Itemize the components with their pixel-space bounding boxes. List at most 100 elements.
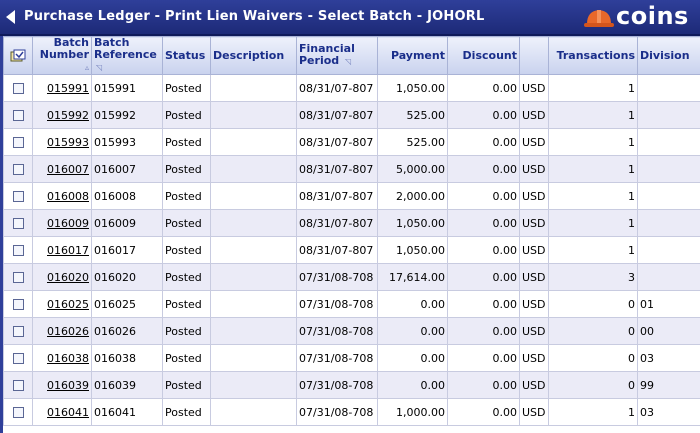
status-cell: Posted [162, 398, 211, 426]
status-header[interactable]: Status [162, 36, 211, 75]
payment-cell: 2,000.00 [377, 182, 448, 210]
table-row[interactable]: 016009 016009 Posted 08/31/07-807 1,050.00 0.… [3, 209, 700, 237]
discount-cell: 0.00 [447, 290, 520, 318]
sort-asc-icon[interactable]: ▵ [84, 63, 89, 72]
row-checkbox[interactable] [12, 164, 24, 175]
financial-period-cell: 07/31/08-708 [296, 371, 378, 399]
batch-number-link[interactable]: 016026 [47, 324, 89, 338]
batch-number-link[interactable]: 015992 [47, 108, 89, 122]
financial-period-cell: 08/31/07-807 [296, 209, 378, 237]
batch-number-cell: 016041 [32, 398, 92, 426]
batch-number-link[interactable]: 016020 [47, 270, 89, 284]
payment-header[interactable]: Payment [377, 36, 448, 75]
financial-period-header[interactable]: Financial Period ◹ [296, 36, 378, 75]
description-cell [210, 236, 297, 264]
batch-reference-header[interactable]: Batch Reference ◹ [91, 36, 163, 75]
transactions-cell: 1 [548, 236, 638, 264]
table-row[interactable]: 016025 016025 Posted 07/31/08-708 0.00 0.00 US… [3, 290, 700, 318]
table-row[interactable]: 016026 016026 Posted 07/31/08-708 0.00 0.00 US… [3, 317, 700, 345]
select-column-header[interactable] [3, 36, 33, 75]
row-select-cell [3, 236, 33, 264]
row-select-cell [3, 128, 33, 156]
discount-cell: 0.00 [447, 398, 520, 426]
description-cell [210, 398, 297, 426]
transactions-header[interactable]: Transactions [548, 36, 638, 75]
select-all-icon[interactable] [10, 49, 26, 63]
hard-hat-icon [584, 10, 614, 27]
status-cell: Posted [162, 236, 211, 264]
discount-cell: 0.00 [447, 317, 520, 345]
row-select-cell [3, 182, 33, 210]
table-row[interactable]: 016017 016017 Posted 08/31/07-807 1,050.00 0.… [3, 236, 700, 264]
row-select-cell [3, 371, 33, 399]
financial-period-cell: 07/31/08-708 [296, 290, 378, 318]
row-select-cell [3, 263, 33, 291]
row-checkbox[interactable] [12, 299, 24, 310]
back-arrow-icon[interactable] [6, 10, 15, 24]
discount-header[interactable]: Discount [447, 36, 520, 75]
row-checkbox[interactable] [12, 110, 24, 121]
batch-number-link[interactable]: 016007 [47, 162, 89, 176]
table-row[interactable]: 016008 016008 Posted 08/31/07-807 2,000.00 0.… [3, 182, 700, 210]
table-row[interactable]: 015993 015993 Posted 08/31/07-807 525.00 0.00… [3, 128, 700, 156]
batch-table: Batch Number ▵ Batch Reference ◹ Status … [3, 36, 700, 426]
row-checkbox[interactable] [12, 83, 24, 94]
table-row[interactable]: 016020 016020 Posted 07/31/08-708 17,614.00 0… [3, 263, 700, 291]
batch-number-link[interactable]: 016041 [47, 405, 89, 419]
table-row[interactable]: 015991 015991 Posted 08/31/07-807 1,050.00 0.… [3, 74, 700, 102]
currency-header[interactable] [519, 36, 549, 75]
table-header-row: Batch Number ▵ Batch Reference ◹ Status … [3, 36, 700, 75]
batch-number-link[interactable]: 016017 [47, 243, 89, 257]
status-cell: Posted [162, 317, 211, 345]
batch-number-link[interactable]: 016009 [47, 216, 89, 230]
row-checkbox[interactable] [12, 191, 24, 202]
division-cell [637, 128, 700, 156]
transactions-cell: 0 [548, 317, 638, 345]
row-checkbox[interactable] [12, 245, 24, 256]
batch-number-link[interactable]: 016025 [47, 297, 89, 311]
table-row[interactable]: 016041 016041 Posted 07/31/08-708 1,000.00 0.… [3, 398, 700, 426]
financial-period-cell: 08/31/07-807 [296, 74, 378, 102]
discount-cell: 0.00 [447, 344, 520, 372]
description-header[interactable]: Description [210, 36, 297, 75]
batch-number-link[interactable]: 016038 [47, 351, 89, 365]
status-cell: Posted [162, 209, 211, 237]
row-checkbox[interactable] [12, 380, 24, 391]
division-cell: 03 [637, 398, 700, 426]
transactions-cell: 0 [548, 344, 638, 372]
row-checkbox[interactable] [12, 353, 24, 364]
transactions-cell: 1 [548, 398, 638, 426]
row-checkbox[interactable] [12, 218, 24, 229]
row-checkbox[interactable] [12, 407, 24, 418]
batch-reference-cell: 016025 [91, 290, 163, 318]
discount-cell: 0.00 [447, 236, 520, 264]
batch-number-cell: 016008 [32, 182, 92, 210]
sort-desc-icon[interactable]: ◹ [345, 57, 352, 66]
currency-cell: USD [519, 398, 549, 426]
row-checkbox[interactable] [12, 137, 24, 148]
financial-period-cell: 08/31/07-807 [296, 236, 378, 264]
division-header[interactable]: Division [637, 36, 700, 75]
status-cell: Posted [162, 128, 211, 156]
table-row[interactable]: 016038 016038 Posted 07/31/08-708 0.00 0.00 US… [3, 344, 700, 372]
row-checkbox[interactable] [12, 272, 24, 283]
batch-reference-cell: 015991 [91, 74, 163, 102]
batch-number-link[interactable]: 015993 [47, 135, 89, 149]
table-row[interactable]: 016039 016039 Posted 07/31/08-708 0.00 0.00 US… [3, 371, 700, 399]
discount-cell: 0.00 [447, 263, 520, 291]
financial-period-header-line1: Financial [299, 42, 355, 55]
description-cell [210, 155, 297, 183]
batch-number-header[interactable]: Batch Number ▵ [32, 36, 92, 75]
description-cell [210, 74, 297, 102]
batch-number-link[interactable]: 016039 [47, 378, 89, 392]
batch-number-cell: 016017 [32, 236, 92, 264]
description-cell [210, 290, 297, 318]
table-row[interactable]: 015992 015992 Posted 08/31/07-807 525.00 0.00… [3, 101, 700, 129]
financial-period-cell: 08/31/07-807 [296, 128, 378, 156]
batch-number-link[interactable]: 016008 [47, 189, 89, 203]
payment-cell: 1,050.00 [377, 236, 448, 264]
table-row[interactable]: 016007 016007 Posted 08/31/07-807 5,000.00 0.… [3, 155, 700, 183]
batch-number-link[interactable]: 015991 [47, 81, 89, 95]
row-checkbox[interactable] [12, 326, 24, 337]
sort-toggle-icon[interactable]: ◹ [96, 63, 103, 72]
